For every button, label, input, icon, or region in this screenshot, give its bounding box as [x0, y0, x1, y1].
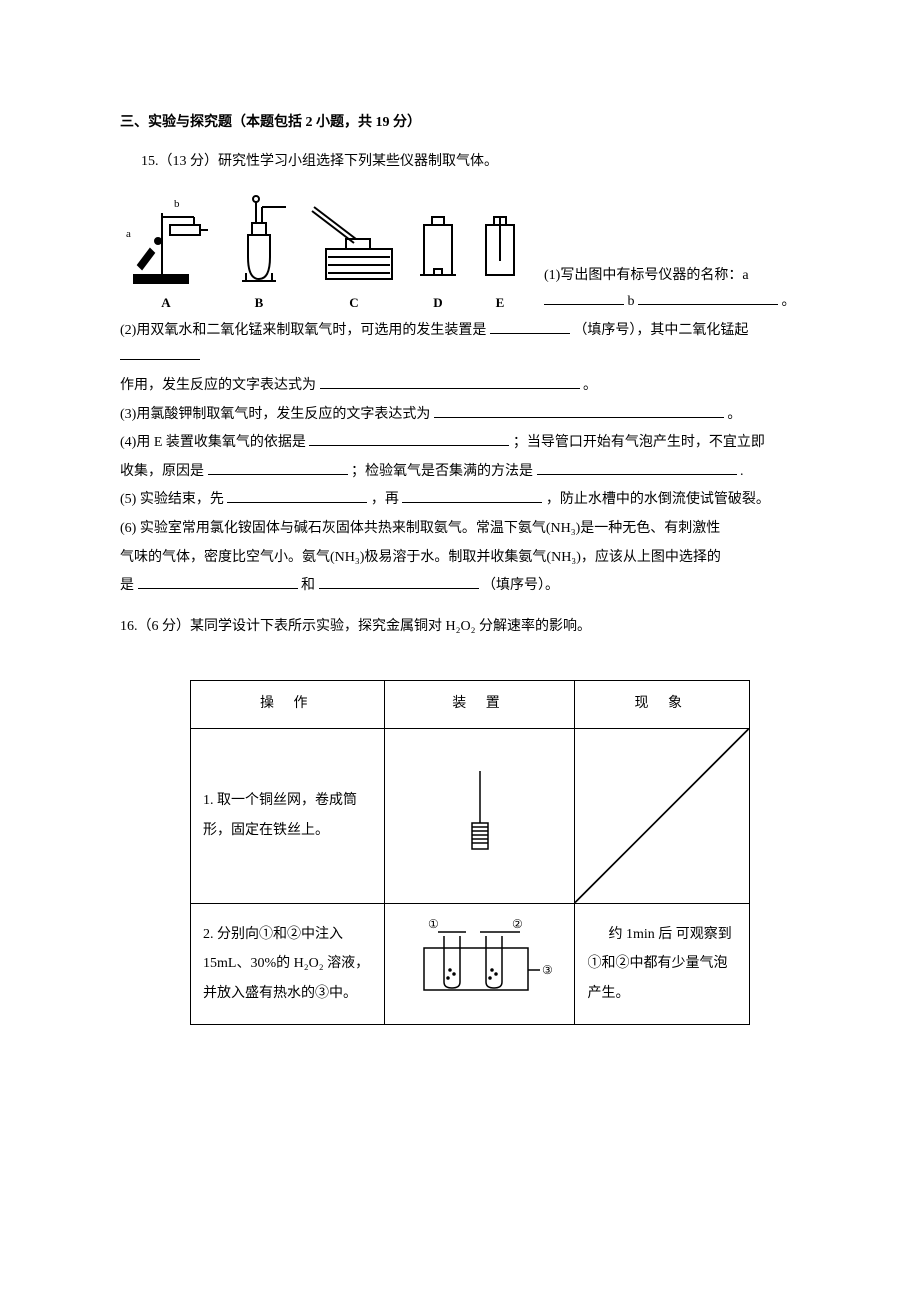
- cell-dev-2: ① ② ③: [385, 903, 575, 1025]
- text: 是: [120, 578, 134, 593]
- blank: [490, 320, 570, 334]
- q15-p6a: (6) 实验室常用氯化铵固体与碱石灰固体共热来制取氨气。常温下氨气(NH₃)是一…: [120, 516, 810, 543]
- text: (5) 实验结束，先: [120, 492, 224, 507]
- text: 和: [301, 578, 315, 593]
- text: 。: [583, 378, 597, 393]
- cell-obs-2: 约 1min 后 可观察到①和②中都有少量气泡产生。: [575, 903, 750, 1025]
- row2-device-svg: ① ② ③: [400, 914, 560, 1004]
- blank: [537, 461, 737, 475]
- apparatus-d: D: [412, 205, 464, 316]
- q15-p3: (3)用氯酸钾制取氧气时，发生反应的文字表达式为 。: [120, 402, 810, 429]
- blank: [208, 461, 348, 475]
- q16-intro: 16.（6 分）某同学设计下表所示实验，探究金属铜对 H₂O₂ 分解速率的影响。: [120, 614, 810, 641]
- q15-p6c: 是 和 （填序号）。: [120, 573, 810, 600]
- apparatus-d-label: D: [433, 291, 442, 316]
- apparatus-row: a b A B: [120, 195, 810, 316]
- cell-op-2: 2. 分别向①和②中注入15mL、30%的 H₂O₂ 溶液，并放入盛有热水的③中…: [191, 903, 385, 1025]
- section-header: 三、实验与探究题（本题包括 2 小题，共 19 分）: [120, 110, 810, 137]
- apparatus-c-svg: [306, 205, 402, 287]
- blank: [320, 375, 580, 389]
- apparatus-c: C: [306, 205, 402, 316]
- blank: [309, 432, 509, 446]
- text: 收集，原因是: [120, 464, 204, 479]
- q15-p4a: (4)用 E 装置收集氧气的依据是 ；当导管口开始有气泡产生时，不宜立即: [120, 430, 810, 457]
- diagonal-line-icon: [575, 729, 749, 903]
- table-row: 1. 取一个铜丝网，卷成筒形，固定在铁丝上。: [191, 729, 750, 904]
- apparatus-d-svg: [412, 205, 464, 287]
- apparatus-a: a b A: [120, 195, 212, 316]
- q15-intro: 15.（13 分）研究性学习小组选择下列某些仪器制取气体。: [120, 149, 810, 176]
- th-obs: 现 象: [575, 681, 750, 729]
- apparatus-b-label: B: [255, 291, 264, 316]
- th-op: 操 作: [191, 681, 385, 729]
- cell-obs-1-diagonal: [575, 729, 750, 904]
- th-dev: 装 置: [385, 681, 575, 729]
- apparatus-b: B: [222, 195, 296, 316]
- text: ；检验氧气是否集满的方法是: [351, 464, 533, 479]
- q15-p6b: 气味的气体，密度比空气小。氨气(NH₃)极易溶于水。制取并收集氨气(NH₃)，应…: [120, 545, 810, 572]
- question-15: 15.（13 分）研究性学习小组选择下列某些仪器制取气体。: [120, 149, 810, 176]
- table-row: 2. 分别向①和②中注入15mL、30%的 H₂O₂ 溶液，并放入盛有热水的③中…: [191, 903, 750, 1025]
- q15-p1-b: b: [628, 294, 635, 309]
- op1-text: 1. 取一个铜丝网，卷成筒形，固定在铁丝上。: [203, 786, 372, 845]
- svg-text:b: b: [174, 198, 180, 210]
- q15-p5: (5) 实验结束，先 ，再 ，防止水槽中的水倒流使试管破裂。: [120, 487, 810, 514]
- blank: [638, 291, 778, 305]
- row1-device-svg: [450, 767, 510, 853]
- op2-text: 2. 分别向①和②中注入15mL、30%的 H₂O₂ 溶液，并放入盛有热水的③中…: [203, 920, 372, 1008]
- text: (3)用氯酸钾制取氧气时，发生反应的文字表达式为: [120, 407, 430, 422]
- cell-dev-1: [385, 729, 575, 904]
- apparatus-a-svg: a b: [120, 195, 212, 287]
- blank: [120, 346, 200, 360]
- q16-table-wrap: 操 作 装 置 现 象 1. 取一个铜丝网，卷成筒形，固定在铁丝上。: [120, 680, 810, 1025]
- blank: [544, 291, 624, 305]
- q15-p1-prefix: (1)写出图中有标号仪器的名称：a: [544, 268, 749, 283]
- label-three: ③: [542, 963, 553, 977]
- apparatus-e-svg: [474, 205, 526, 287]
- text: ，防止水槽中的水倒流使试管破裂。: [546, 492, 770, 507]
- label-two: ②: [512, 917, 523, 931]
- blank: [319, 575, 479, 589]
- apparatus-a-label: A: [161, 291, 170, 316]
- label-one: ①: [428, 917, 439, 931]
- cell-op-1: 1. 取一个铜丝网，卷成筒形，固定在铁丝上。: [191, 729, 385, 904]
- text: (4)用 E 装置收集氧气的依据是: [120, 435, 306, 450]
- blank: [138, 575, 298, 589]
- text: （填序号），其中二氧化锰起: [573, 323, 748, 338]
- obs2-text: 约 1min 后 可观察到①和②中都有少量气泡产生。: [587, 920, 737, 1008]
- q16-table: 操 作 装 置 现 象 1. 取一个铜丝网，卷成筒形，固定在铁丝上。: [190, 680, 750, 1025]
- apparatus-b-svg: [222, 195, 296, 287]
- apparatus-e: E: [474, 205, 526, 316]
- text: （填序号）。: [482, 578, 559, 593]
- q15-p2: (2)用双氧水和二氧化锰来制取氧气时，可选用的发生装置是 （填序号），其中二氧化…: [120, 318, 810, 371]
- q15-body: a b A B: [120, 195, 810, 600]
- q15-p4b: 收集，原因是 ；检验氧气是否集满的方法是 .: [120, 459, 810, 486]
- text: (2)用双氧水和二氧化锰来制取氧气时，可选用的发生装置是: [120, 323, 486, 338]
- blank: [434, 404, 724, 418]
- text: .: [740, 464, 744, 479]
- table-header-row: 操 作 装 置 现 象: [191, 681, 750, 729]
- text: ，再: [371, 492, 399, 507]
- svg-text:a: a: [126, 228, 131, 240]
- q15-p1-block: (1)写出图中有标号仪器的名称：a b 。: [544, 263, 796, 316]
- q15-p2b: 作用，发生反应的文字表达式为 。: [120, 373, 810, 400]
- blank: [227, 489, 367, 503]
- text: 。: [727, 407, 741, 422]
- apparatus-c-label: C: [349, 291, 358, 316]
- blank: [402, 489, 542, 503]
- text: 作用，发生反应的文字表达式为: [120, 378, 316, 393]
- text: ；当导管口开始有气泡产生时，不宜立即: [513, 435, 765, 450]
- q15-p1-end: 。: [782, 294, 796, 309]
- apparatus-e-label: E: [496, 291, 505, 316]
